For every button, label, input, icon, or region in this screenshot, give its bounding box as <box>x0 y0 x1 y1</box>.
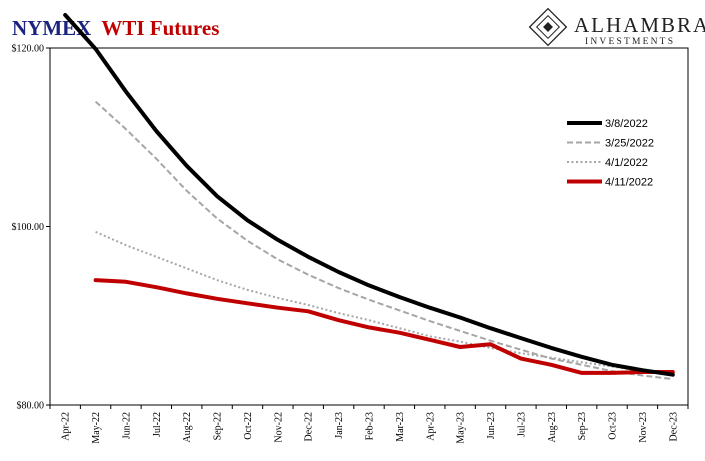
legend-label: 3/8/2022 <box>605 118 648 130</box>
y-tick-label: $100.00 <box>12 222 45 233</box>
logo-diamond-icon <box>528 7 568 47</box>
x-tick-label: Nov-23 <box>638 412 649 443</box>
x-tick-label: Jun-23 <box>486 412 497 439</box>
x-tick-label: Oct-23 <box>608 412 619 440</box>
x-tick-label: May-23 <box>456 412 467 444</box>
legend: 3/8/2022 3/25/2022 4/1/2022 4/11/2022 <box>567 118 654 189</box>
x-tick-label: Sep-22 <box>213 412 224 440</box>
x-tick-label: Sep-23 <box>577 412 588 440</box>
legend-label: 4/1/2022 <box>605 157 648 169</box>
x-tick-label: Jul-22 <box>152 412 163 437</box>
x-tick-label: Apr-23 <box>425 412 436 441</box>
chart-title-part2: WTI Futures <box>101 16 219 40</box>
logo: Alhambra Investments <box>528 7 705 47</box>
x-tick-label: Aug-22 <box>182 412 193 443</box>
x-tick-label: Oct-22 <box>243 412 254 440</box>
plot-area-border <box>49 47 689 406</box>
x-tick-label: Dec-22 <box>304 412 315 441</box>
series-layer <box>63 13 675 381</box>
x-tick-label: Jan-23 <box>334 412 345 439</box>
series-line-1 <box>94 100 673 381</box>
axes: $80.00 $100.00 $120.00 Apr-22 May-22 Jun-22 Ju… <box>12 44 689 444</box>
x-tick-label: Apr-22 <box>61 412 72 441</box>
x-tick-label: Dec-23 <box>668 412 679 441</box>
y-tick-label: $80.00 <box>17 401 45 412</box>
chart-title: NYMEX WTI Futures <box>12 16 219 40</box>
x-tick-label: Aug-23 <box>547 412 558 443</box>
x-tick-label: Jun-22 <box>121 412 132 439</box>
logo-name: Alhambra <box>574 13 705 37</box>
x-tick-label: Mar-23 <box>395 412 406 442</box>
logo-tagline: Investments <box>585 37 675 47</box>
y-tick-label: $120.00 <box>12 44 45 55</box>
series-line-3 <box>93 278 675 375</box>
x-tick-label: Jul-23 <box>516 412 527 437</box>
legend-label: 3/25/2022 <box>605 138 654 150</box>
x-tick-label: May-22 <box>91 412 102 444</box>
legend-label: 4/11/2022 <box>605 177 653 189</box>
x-tick-label: Feb-23 <box>365 412 376 440</box>
series-line-0 <box>63 13 675 377</box>
series-line-2 <box>95 230 673 376</box>
x-tick-label: Nov-22 <box>273 412 284 443</box>
